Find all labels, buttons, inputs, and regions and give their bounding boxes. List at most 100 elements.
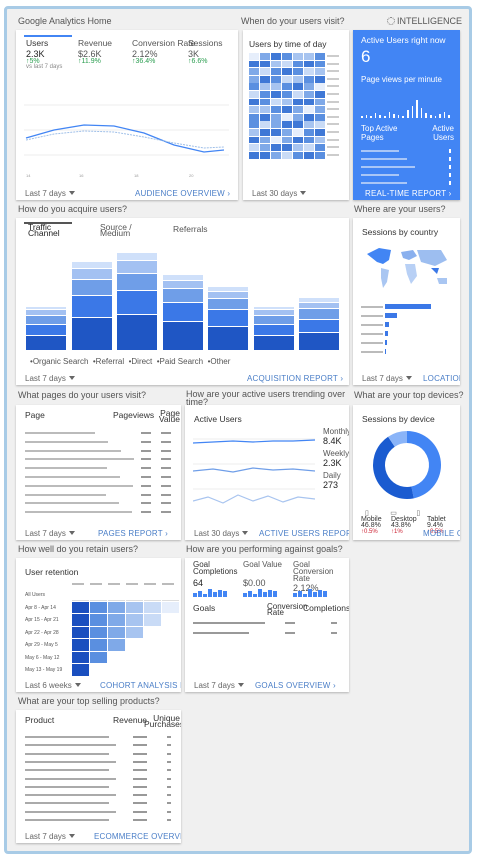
acquisition-bar-segment: [117, 252, 157, 260]
acquisition-bar-segment: [71, 267, 112, 279]
heatmap-cell: [304, 91, 314, 98]
heatmap-cell: [304, 83, 314, 91]
acquisition-card: Traffic Channel Source / Medium Referral…: [16, 218, 349, 385]
products-table: [25, 734, 173, 824]
device-tablet-change: ↑0.5%: [427, 529, 444, 535]
page-row-views: [141, 493, 151, 496]
goal-row-completions: [331, 622, 337, 624]
chevron-down-icon: [68, 834, 75, 838]
hour-tick: [327, 115, 339, 118]
pages-report-link[interactable]: PAGES REPORT ›: [98, 529, 168, 538]
acquisition-bar-segment: [208, 290, 248, 299]
monthly-value: 8.4K: [323, 436, 342, 446]
acquisition-range-selector[interactable]: Last 7 days: [25, 374, 75, 383]
device-desktop-label: Desktop: [391, 516, 417, 523]
metric-label-conversion[interactable]: Conversion Rate: [132, 38, 196, 48]
country-range-label: Last 7 days: [362, 374, 403, 383]
intelligence-button[interactable]: INTELLIGENCE: [387, 16, 462, 26]
products-range-selector[interactable]: Last 7 days: [25, 832, 75, 841]
product-row-purchases: [167, 752, 171, 755]
active-users-card: Active Users Monthly 8.4K Weekly 2.3K Da…: [185, 405, 349, 540]
pages-range-selector[interactable]: Last 7 days: [25, 529, 75, 538]
heatmap-cell: [315, 144, 325, 151]
country-range-selector[interactable]: Last 7 days: [362, 374, 412, 383]
goals-range-label: Last 7 days: [194, 681, 235, 690]
goal-completions-label[interactable]: Goal Completions: [193, 560, 238, 576]
goals-range-selector[interactable]: Last 7 days: [194, 681, 244, 690]
goal-row-rate: [285, 622, 295, 624]
realtime-report-link[interactable]: REAL-TIME REPORT ›: [365, 189, 451, 198]
active-users-report-label: ACTIVE USERS REPORT: [259, 529, 349, 538]
intelligence-icon: [387, 17, 395, 25]
retention-cell: [108, 639, 125, 651]
metric-note-users: vs last 7 days: [26, 64, 63, 70]
product-row-revenue: [133, 802, 147, 805]
product-row-revenue: [133, 785, 147, 788]
location-label: LOCATION: [423, 374, 460, 383]
pageview-bar: [388, 112, 391, 118]
retention-cell: [90, 589, 107, 601]
heatmap-cell: [315, 98, 325, 106]
retention-range-selector[interactable]: Last 6 weeks: [25, 681, 81, 690]
realtime-card: Active Users right now 6 Page views per …: [353, 30, 460, 200]
page-row-value: [161, 432, 171, 434]
goals-overview-link[interactable]: GOALS OVERVIEW ›: [255, 681, 336, 690]
product-row-purchases: [167, 810, 171, 813]
legend-dot-icon: •: [128, 357, 132, 366]
acquisition-bar-segment: [162, 279, 203, 289]
cohort-analysis-link[interactable]: COHORT ANALYSIS REPORT: [100, 681, 181, 690]
retention-range-label: Last 6 weeks: [25, 681, 72, 690]
page-row-views: [141, 432, 151, 434]
pages-col-page: Page: [25, 410, 45, 420]
goals-col-goals: Goals: [193, 603, 216, 613]
tab-source-medium[interactable]: Source / Medium: [100, 222, 132, 238]
acquisition-bar-segment: [162, 274, 203, 280]
product-row-name: [25, 802, 109, 805]
retention-cell: [108, 626, 125, 638]
acquisition-bar-segment: [299, 332, 339, 350]
audience-overview-link[interactable]: AUDIENCE OVERVIEW ›: [135, 189, 230, 198]
metric-label-users[interactable]: Users: [26, 38, 49, 48]
realtime-rows: [361, 148, 453, 188]
location-link[interactable]: LOCATION: [423, 374, 460, 383]
retention-cell: [126, 614, 143, 626]
goals-table: [193, 622, 343, 642]
chevron-right-icon: ›: [340, 374, 344, 383]
time-range-label: Last 30 days: [252, 189, 298, 198]
heatmap-cell: [315, 53, 325, 60]
heatmap-cell: [304, 136, 314, 144]
heatmap-cell: [282, 151, 292, 159]
pageview-bar: [370, 116, 372, 118]
device-mobile-label: Mobile: [361, 516, 382, 523]
retention-cell: [144, 614, 161, 626]
date-range-selector[interactable]: Last 7 days: [25, 189, 75, 198]
chevron-down-icon: [74, 683, 81, 687]
chevron-down-icon: [242, 531, 249, 535]
heatmap-cell: [282, 75, 292, 83]
device-desktop: Desktop 43.8% ↑1%: [391, 516, 417, 536]
goal-conversion-label[interactable]: Goal Conversion Rate: [293, 560, 334, 583]
device-donut-chart: [373, 431, 441, 499]
time-range-selector[interactable]: Last 30 days: [252, 189, 307, 198]
acquisition-report-link[interactable]: ACQUISITION REPORT ›: [247, 374, 343, 383]
device-tablet-value: 9.4%: [427, 522, 443, 529]
tab-referrals[interactable]: Referrals: [173, 224, 208, 234]
acquisition-bar-segment: [162, 288, 203, 302]
ecommerce-overview-link[interactable]: ECOMMERCE OVERVIEW: [94, 832, 181, 841]
retention-cell: [162, 589, 179, 601]
pageview-bar: [397, 115, 400, 118]
goal-value-label[interactable]: Goal Value: [243, 560, 282, 569]
tab-traffic-channel[interactable]: Traffic Channel: [28, 222, 60, 238]
metric-label-sessions[interactable]: Sessions: [188, 38, 223, 48]
country-card: Sessions by country Last 7 days LOCATION: [353, 218, 460, 385]
acquisition-bar-segment: [253, 323, 294, 335]
heatmap-cell: [293, 68, 303, 75]
pageview-bar: [425, 113, 427, 118]
active-users-report-link[interactable]: ACTIVE USERS REPORT: [259, 529, 349, 538]
acquisition-bar-segment: [71, 278, 112, 295]
mobile-overview-link[interactable]: MOBILE OVERVIEW: [423, 529, 460, 538]
active-range-selector[interactable]: Last 30 days: [194, 529, 249, 538]
retention-cell: [90, 601, 107, 613]
metric-label-revenue[interactable]: Revenue: [78, 38, 113, 48]
product-row-name: [25, 752, 109, 755]
